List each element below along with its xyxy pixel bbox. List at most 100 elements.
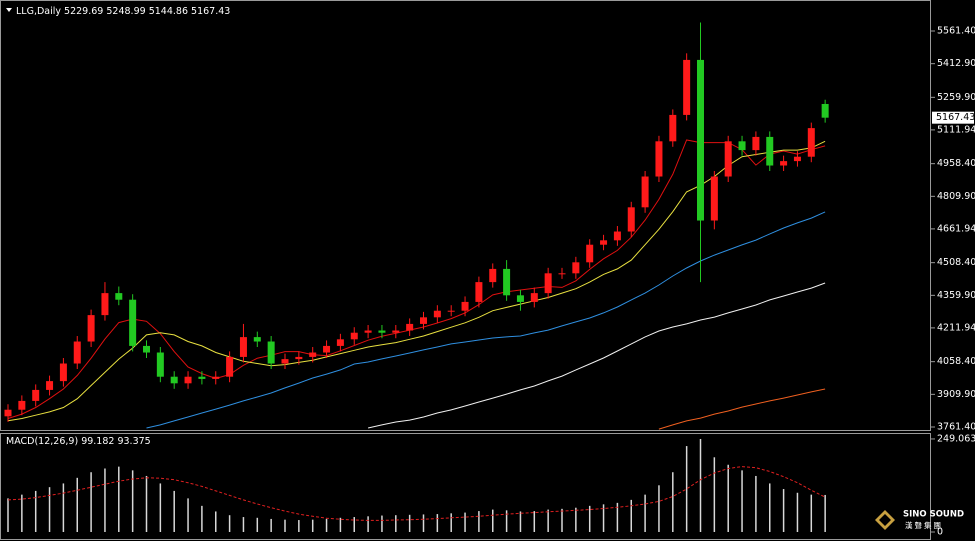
candle-body xyxy=(129,299,137,346)
logo-icon-inner xyxy=(879,514,891,526)
moving-average xyxy=(7,139,826,419)
macd-header: MACD(12,26,9) 99.182 93.375 xyxy=(6,436,151,447)
candle-body xyxy=(156,352,164,377)
candle-body xyxy=(475,282,483,302)
candle-body xyxy=(683,59,691,115)
candle-body xyxy=(184,376,192,384)
candle-body xyxy=(447,310,455,312)
candle-body xyxy=(198,376,206,379)
high-value: 5248.99 xyxy=(106,6,145,17)
candle-body xyxy=(336,339,344,346)
candle-body xyxy=(253,337,261,342)
candle-body xyxy=(281,359,289,364)
candle-body xyxy=(46,381,54,390)
candle-body xyxy=(558,273,566,275)
candle-body xyxy=(821,103,829,118)
logo-name: SINO SOUND xyxy=(903,510,964,520)
candle-body xyxy=(143,345,150,353)
moving-average xyxy=(658,388,826,430)
candle-body xyxy=(433,310,441,318)
y-tick-label: 0 xyxy=(937,527,943,538)
candle-body xyxy=(420,317,427,324)
moving-average xyxy=(7,140,826,422)
candle-body xyxy=(544,273,552,294)
logo: SINO SOUND 漢聲集團 xyxy=(875,510,964,530)
y-tick-label: 4359.90 xyxy=(937,290,975,301)
y-tick-label: 5561.40 xyxy=(937,26,975,37)
y-tick-label: 5111.94 xyxy=(937,124,975,135)
y-tick-label: 4809.90 xyxy=(937,191,975,202)
candle-body xyxy=(807,128,815,157)
candle-body xyxy=(669,114,677,142)
candle-body xyxy=(406,323,414,331)
candle-body xyxy=(503,268,511,296)
candle-body xyxy=(724,141,732,177)
candle-body xyxy=(752,136,760,151)
candle-body xyxy=(697,59,704,221)
candle-body xyxy=(364,330,372,333)
price-label-box xyxy=(932,111,974,124)
menu-arrow[interactable] xyxy=(6,8,12,12)
candle-body xyxy=(738,141,746,151)
candle-body xyxy=(32,389,40,401)
candle-body xyxy=(710,176,718,221)
y-tick-label: 3909.90 xyxy=(937,389,975,400)
candle-body xyxy=(780,161,788,166)
candle-body xyxy=(461,301,469,311)
signal-line xyxy=(7,466,826,521)
candle-body xyxy=(212,376,220,379)
candle-body xyxy=(4,409,12,417)
candle-body xyxy=(641,176,649,208)
candle-body xyxy=(516,295,524,302)
signal-value: 93.375 xyxy=(117,436,150,447)
candle-body xyxy=(489,268,497,283)
candle-body xyxy=(350,332,358,340)
candle-body xyxy=(267,341,275,364)
candle-body xyxy=(378,330,386,333)
y-tick-label: 4508.40 xyxy=(937,257,975,268)
y-tick-label: 4958.40 xyxy=(937,158,975,169)
price-label: 5167.43 xyxy=(936,112,975,123)
moving-average xyxy=(367,282,826,429)
candle-body xyxy=(101,293,109,316)
y-tick-label: 5412.90 xyxy=(937,58,975,69)
candle-body xyxy=(73,341,81,364)
candle-body xyxy=(115,293,123,300)
candle-body xyxy=(600,240,608,245)
candle-body xyxy=(530,293,538,302)
candle-body xyxy=(627,207,635,232)
y-tick-label: 4058.40 xyxy=(937,356,975,367)
macd-value: 99.182 xyxy=(81,436,114,447)
candle-body xyxy=(59,363,67,382)
candle-body xyxy=(239,337,247,357)
y-tick-label: 4661.94 xyxy=(937,223,975,234)
low-value: 5144.86 xyxy=(149,6,188,17)
y-tick-label: 4211.94 xyxy=(937,322,975,333)
macd-panel-border xyxy=(0,433,931,540)
candle-body xyxy=(766,136,774,166)
candle-body xyxy=(392,330,400,333)
candle-body xyxy=(295,356,303,360)
y-tick-label: 249.063 xyxy=(937,433,975,444)
macd-title: MACD(12,26,9) xyxy=(6,436,78,447)
chart-header: LLG,Daily 5229.69 5248.99 5144.86 5167.4… xyxy=(16,6,230,17)
open-value: 5229.69 xyxy=(64,6,103,17)
candle-body xyxy=(655,141,663,177)
moving-average xyxy=(146,211,826,429)
close-value: 5167.43 xyxy=(191,6,230,17)
symbol: LLG,Daily xyxy=(16,6,61,17)
candle-body xyxy=(613,231,621,241)
candle-body xyxy=(793,156,801,162)
y-tick-label: 5259.90 xyxy=(937,92,975,103)
candle-body xyxy=(170,376,178,384)
candle-body xyxy=(226,356,234,377)
candle-body xyxy=(18,400,26,410)
candle-body xyxy=(572,262,580,274)
candle-body xyxy=(586,244,594,263)
candle-body xyxy=(323,345,331,353)
candle-body xyxy=(309,352,317,357)
y-tick-label: 3761.40 xyxy=(937,422,975,433)
